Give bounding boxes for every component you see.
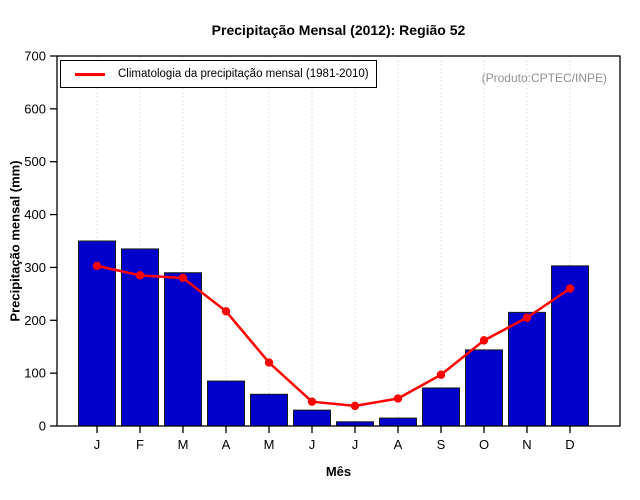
legend-line-swatch-icon <box>75 72 105 76</box>
climatology-point-3 <box>221 307 231 316</box>
climatology-point-2 <box>178 273 188 283</box>
bar-A-7 <box>379 417 417 427</box>
climatology-point-4 <box>264 358 274 367</box>
x-tick-label-11: D <box>565 437 574 452</box>
y-tick-label: 0 <box>39 419 46 434</box>
climatology-point-1 <box>135 271 145 280</box>
climatology-point-0 <box>92 261 102 271</box>
product-annotation: (Produto:CPTEC/INPE) <box>481 71 607 85</box>
x-tick-label-0: J <box>94 437 101 452</box>
climatology-point-8 <box>436 370 446 379</box>
x-tick-label-7: A <box>394 437 403 452</box>
x-tick-label-8: S <box>437 437 446 452</box>
climatology-point-10 <box>522 313 532 322</box>
x-axis-title: Mês <box>325 464 352 479</box>
x-tick-label-1: F <box>136 437 144 452</box>
y-tick-label: 700 <box>24 49 46 64</box>
climatology-point-11 <box>565 284 575 293</box>
bar-J-5 <box>293 409 331 427</box>
y-tick-label: 600 <box>24 101 46 116</box>
legend: Climatologia da precipitação mensal (198… <box>60 60 377 88</box>
x-tick-label-2: M <box>178 437 189 452</box>
climatology-point-7 <box>393 394 403 403</box>
x-tick-label-9: O <box>479 437 489 452</box>
climatology-point-9 <box>479 336 489 345</box>
y-tick-label: 300 <box>24 260 46 275</box>
x-tick-label-3: A <box>222 437 231 452</box>
x-tick-label-6: J <box>352 437 359 452</box>
plot-border <box>56 55 621 427</box>
climatology-point-6 <box>350 401 360 411</box>
y-tick-label: 100 <box>24 366 46 381</box>
bar-A-3 <box>207 380 245 427</box>
legend-label: Climatologia da precipitação mensal (198… <box>118 68 369 80</box>
y-tick-label: 500 <box>24 154 46 169</box>
climatology-line <box>95 264 572 408</box>
bar-M-4 <box>250 393 288 427</box>
bar-S-8 <box>422 387 460 427</box>
x-tick-label-10: N <box>522 437 531 452</box>
x-tick-label-5: J <box>309 437 316 452</box>
y-tick-label: 400 <box>24 207 46 222</box>
y-tick-label: 200 <box>24 313 46 328</box>
bar-M-2 <box>164 272 202 427</box>
x-tick-label-4: M <box>264 437 275 452</box>
bar-N-10 <box>508 311 546 427</box>
bar-O-9 <box>465 349 503 427</box>
climatology-point-5 <box>307 397 317 406</box>
chart-title: Precipitação Mensal (2012): Região 52 <box>211 22 466 38</box>
